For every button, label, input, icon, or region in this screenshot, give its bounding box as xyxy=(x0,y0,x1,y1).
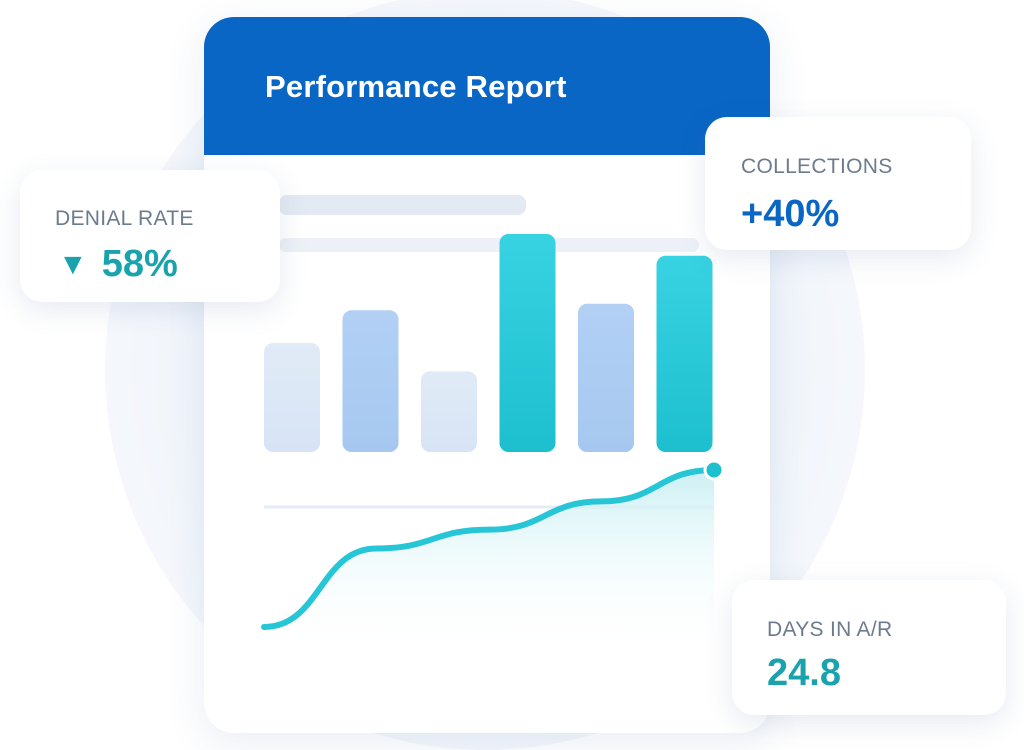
report-title: Performance Report xyxy=(265,69,567,104)
chart-bar xyxy=(656,255,713,452)
performance-chart xyxy=(261,234,725,657)
chart-bar xyxy=(342,310,399,452)
denial-rate-label: DENIAL RATE xyxy=(55,207,194,230)
trend-end-dot xyxy=(703,459,725,481)
trend-line xyxy=(261,467,717,630)
chart-bar xyxy=(499,234,556,452)
days-in-ar-label: DAYS IN A/R xyxy=(767,618,893,641)
denial-rate-card: DENIAL RATE ▼ 58% xyxy=(20,170,280,302)
report-card: Performance Report xyxy=(204,17,770,733)
report-header: Performance Report xyxy=(204,17,770,155)
down-triangle-icon: ▼ xyxy=(58,247,88,281)
chart-bar xyxy=(421,371,477,452)
trend-area xyxy=(264,470,714,657)
days-in-ar-value: 24.8 xyxy=(767,652,841,694)
collections-card: COLLECTIONS +40% xyxy=(705,117,971,250)
placeholder-line xyxy=(279,195,526,215)
denial-rate-value: 58% xyxy=(101,243,178,285)
placeholder-line xyxy=(279,238,699,252)
days-in-ar-card: DAYS IN A/R 24.8 xyxy=(732,580,1006,715)
collections-value: +40% xyxy=(741,193,840,235)
chart-bar xyxy=(578,303,634,452)
collections-label: COLLECTIONS xyxy=(741,155,893,178)
chart-bar xyxy=(264,343,320,452)
